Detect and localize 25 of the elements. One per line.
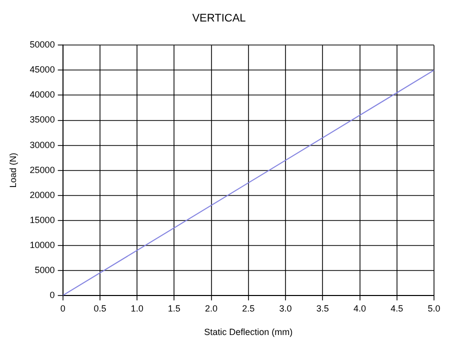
chart-title: VERTICAL [192,12,246,25]
y-tick-label: 5000 [34,264,55,275]
y-tick-label: 45000 [30,64,55,75]
x-tick-label: 3.0 [279,303,292,314]
y-tick-label: 25000 [30,164,55,175]
y-axis-title: Load (N) [8,152,18,188]
x-tick-label: 2.5 [242,303,255,314]
y-tick-label: 35000 [30,114,55,125]
x-tick-label: 0.5 [94,303,106,314]
y-tick-label: 0 [50,290,55,300]
x-tick-label: 1.5 [168,303,180,314]
x-axis-title: Static Deflection (mm) [204,327,293,338]
x-tick-label: 2.0 [205,303,218,314]
x-tick-label: 0 [60,303,66,314]
x-tick-label: 4.5 [390,303,404,314]
x-tick-label: 4.0 [354,303,366,314]
y-tick-label: 40000 [30,90,55,100]
y-tick-label: 30000 [30,140,55,150]
y-tick-label: 10000 [30,240,55,250]
x-tick-label: 3.5 [316,303,329,314]
y-tick-label: 20000 [30,190,55,200]
y-tick-label: 15000 [30,214,55,225]
x-tick-label: 5.0 [428,303,440,314]
y-tick-label: 50000 [30,40,55,50]
x-tick-label: 1.0 [130,303,144,314]
